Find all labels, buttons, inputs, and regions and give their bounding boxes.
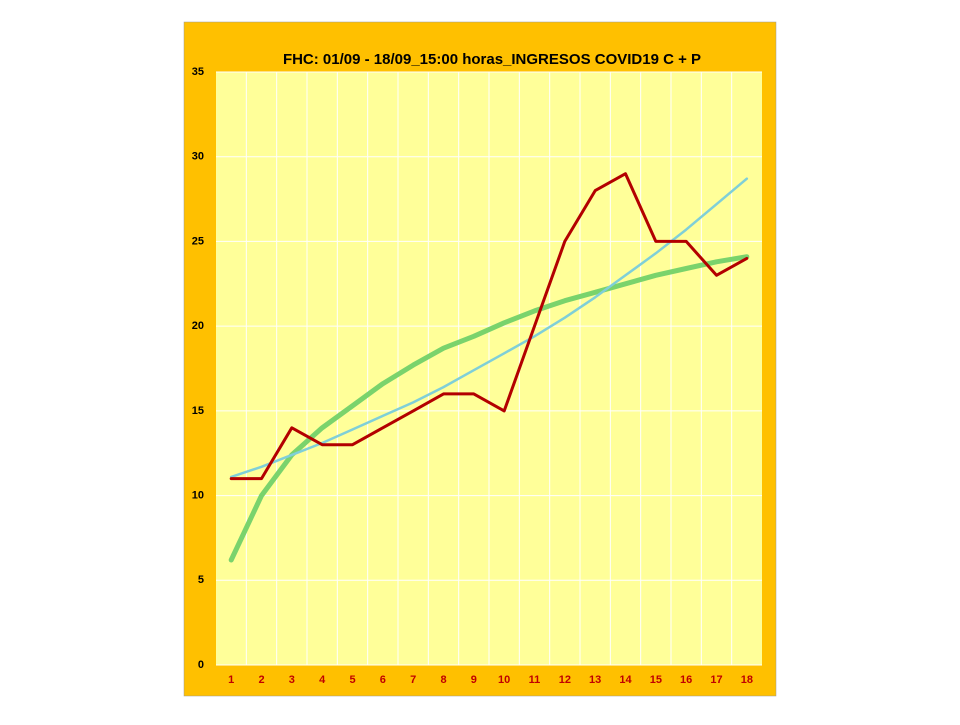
y-tick-label: 30	[192, 151, 204, 163]
series-line	[228, 254, 750, 563]
x-tick-label: 6	[380, 674, 386, 686]
y-tick-label: 10	[192, 489, 204, 501]
x-tick-label: 18	[741, 674, 753, 686]
x-tick-label: 4	[319, 674, 326, 686]
x-tick-label: 14	[619, 674, 632, 686]
chart-title: FHC: 01/09 - 18/09_15:00 horas_INGRESOS …	[283, 51, 701, 68]
x-tick-label: 12	[559, 674, 571, 686]
x-tick-label: 15	[650, 674, 662, 686]
y-tick-label: 15	[192, 405, 204, 417]
y-tick-label: 0	[198, 659, 204, 671]
x-tick-label: 17	[710, 674, 722, 686]
x-tick-label: 9	[471, 674, 477, 686]
series-line	[229, 172, 749, 481]
x-tick-label: 8	[440, 674, 446, 686]
x-tick-label: 1	[228, 674, 234, 686]
x-tick-label: 7	[410, 674, 416, 686]
x-tick-label: 16	[680, 674, 692, 686]
y-tick-label: 35	[192, 66, 204, 78]
y-tick-label: 5	[198, 574, 204, 586]
y-tick-label: 20	[192, 320, 204, 332]
x-tick-label: 3	[289, 674, 295, 686]
series-line	[229, 177, 749, 479]
x-tick-label: 2	[258, 674, 264, 686]
y-tick-label: 25	[192, 235, 204, 247]
x-tick-label: 10	[498, 674, 510, 686]
x-tick-label: 13	[589, 674, 601, 686]
x-tick-label: 11	[529, 674, 541, 686]
x-tick-label: 5	[349, 674, 355, 686]
